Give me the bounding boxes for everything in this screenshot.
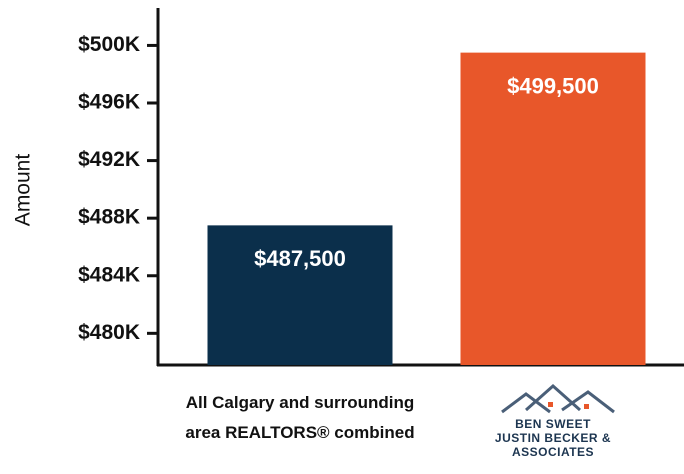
y-tick-label: $484K <box>78 263 140 286</box>
y-axis-label: Amount <box>12 154 35 227</box>
logo-icon <box>501 383 615 414</box>
y-tick-label: $488K <box>78 206 140 229</box>
x-tick-label: BEN SWEET JUSTIN BECKER & ASSOCIATES <box>494 417 612 459</box>
value-label: $487,500 <box>254 246 346 271</box>
bar <box>207 225 393 365</box>
y-tick-label: $496K <box>78 91 140 114</box>
y-tick-label: $480K <box>78 321 140 344</box>
y-tick-label: $500K <box>78 33 140 56</box>
y-tick-label: $492K <box>78 148 140 171</box>
value-label: $499,500 <box>507 73 599 98</box>
x-tick-label: All Calgary and surrounding area REALTOR… <box>185 393 415 442</box>
bar <box>460 52 646 365</box>
